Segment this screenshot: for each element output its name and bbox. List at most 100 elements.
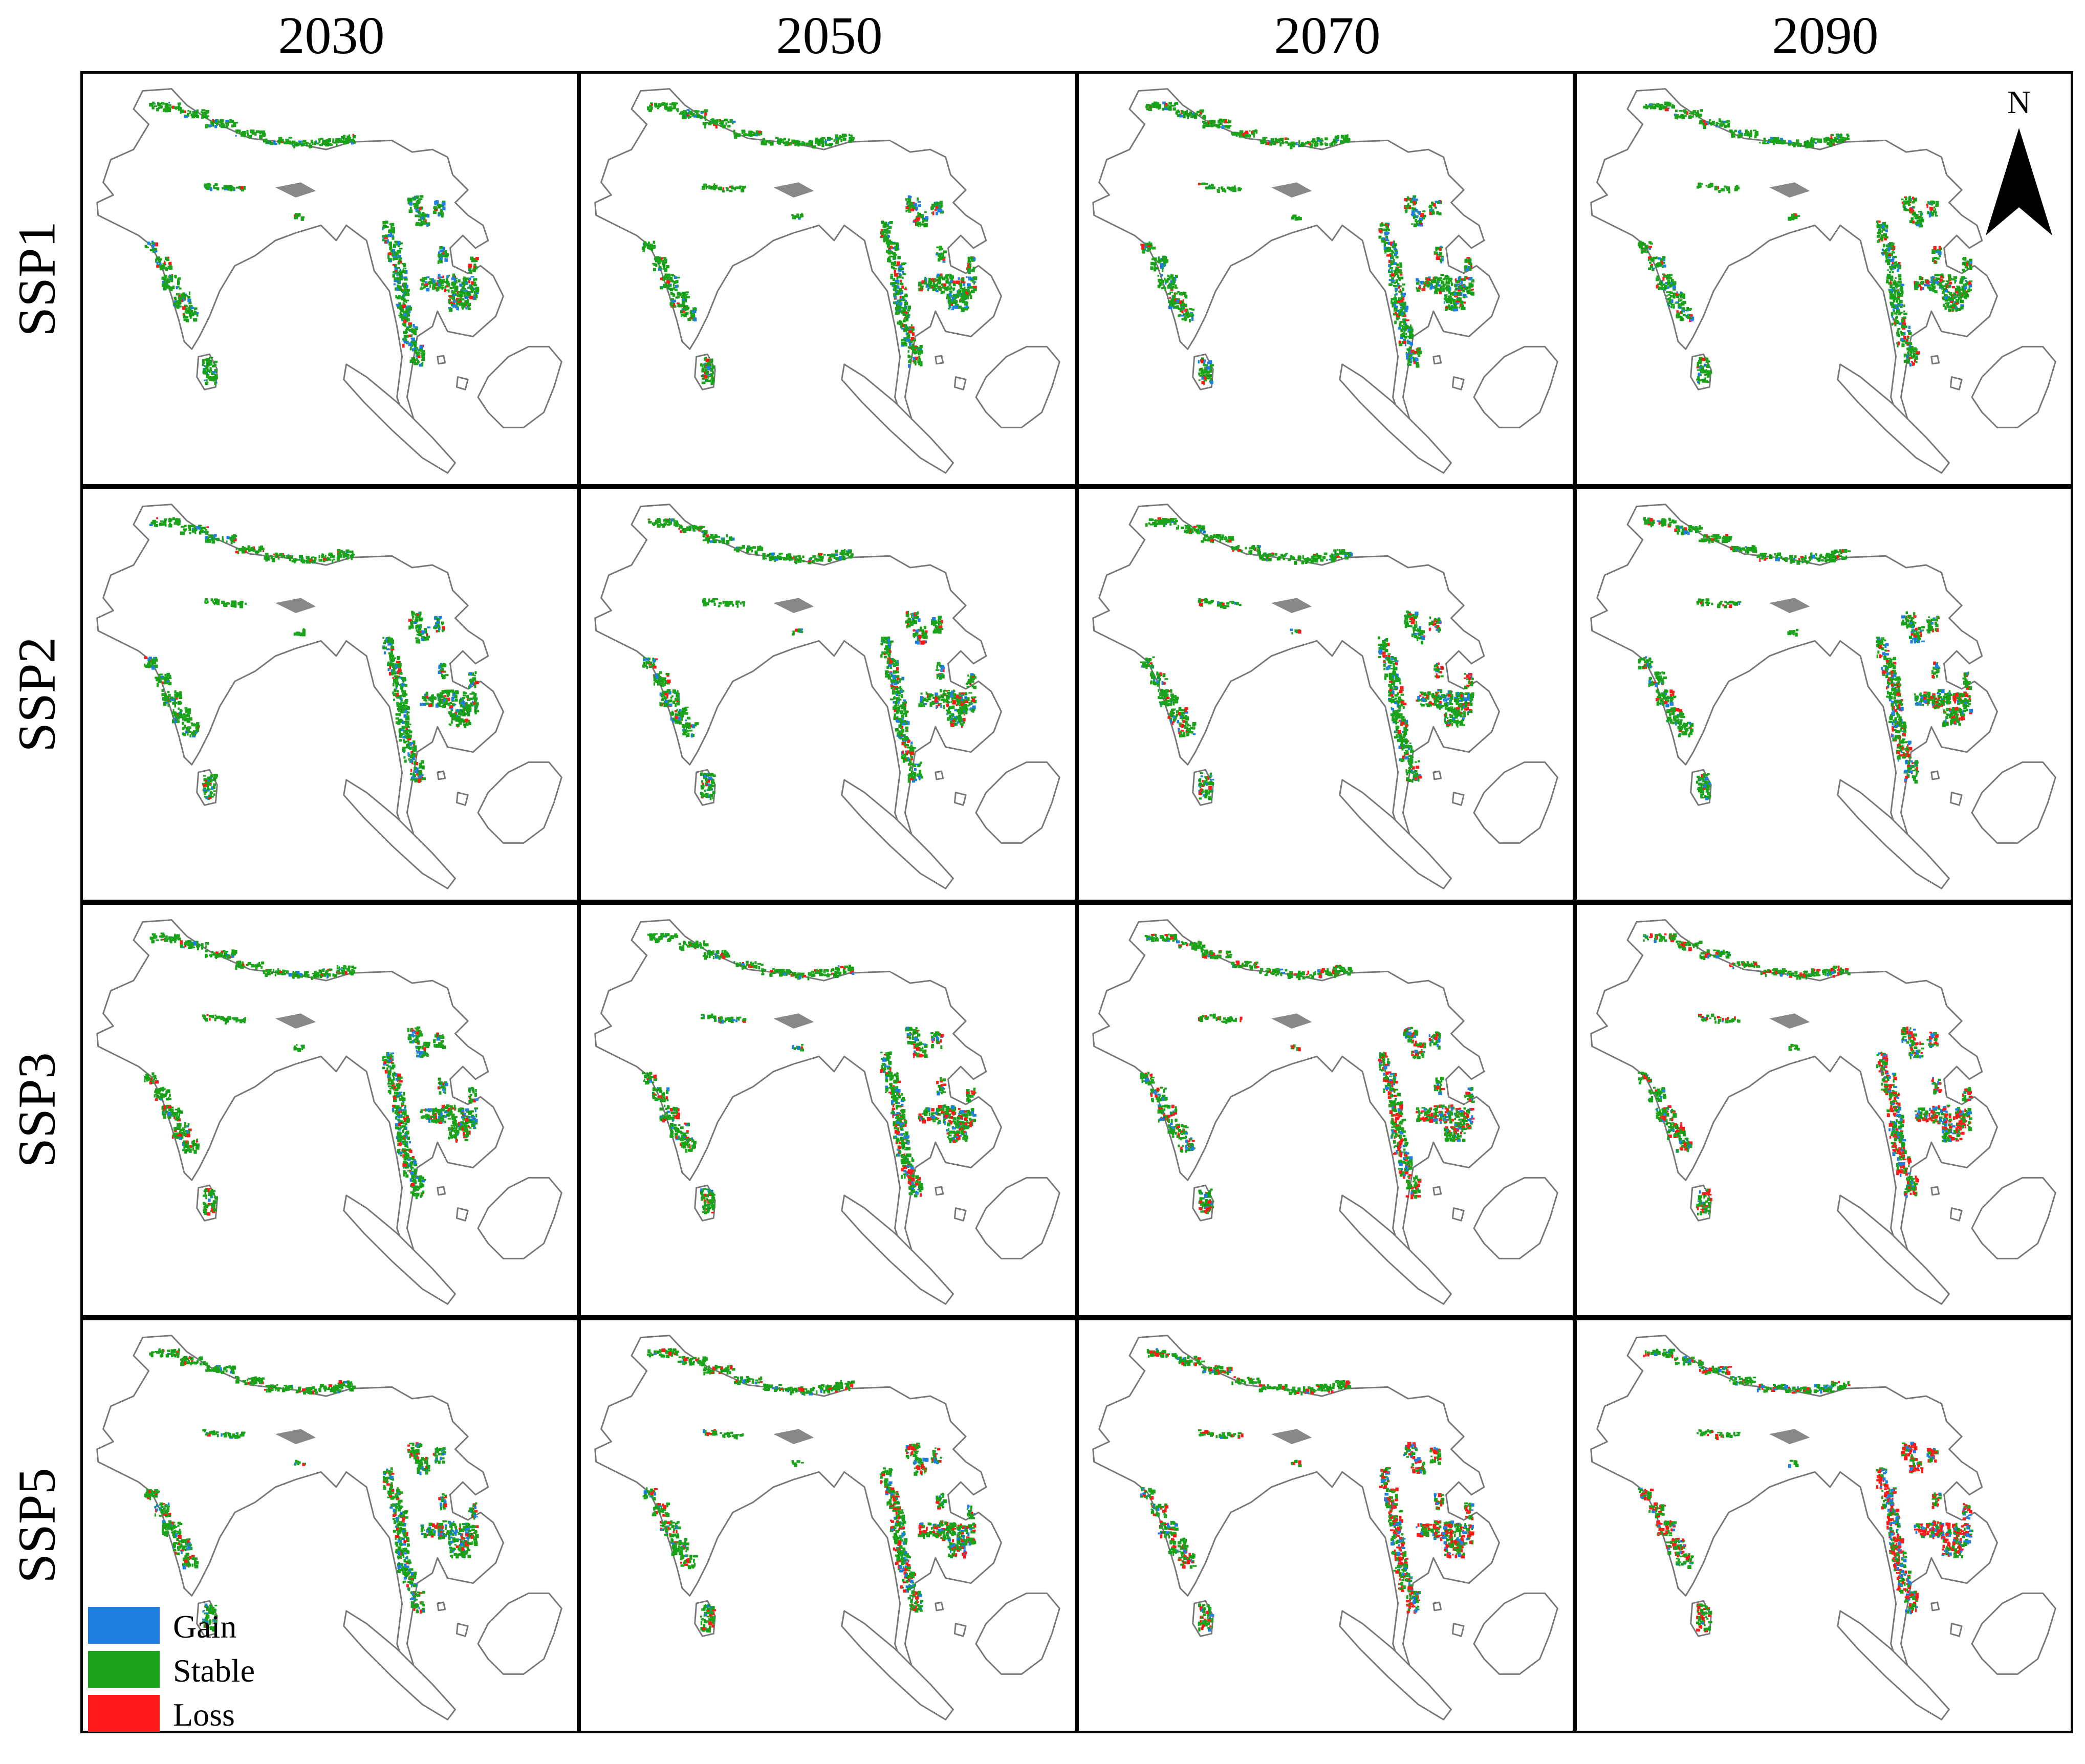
habitat-pixel [1929, 284, 1934, 286]
habitat-pixel [1823, 137, 1827, 140]
habitat-pixel [453, 299, 456, 303]
habitat-pixel [1701, 120, 1704, 123]
habitat-pixel [1399, 321, 1403, 323]
habitat-pixel [897, 255, 901, 259]
habitat-pixel [892, 282, 895, 285]
habitat-pixel [1431, 211, 1435, 215]
habitat-pixel [207, 186, 211, 188]
habitat-pixel [693, 317, 697, 322]
habitat-pixel [1442, 278, 1446, 280]
habitat-pixel [1679, 315, 1683, 318]
habitat-pixel [248, 135, 252, 139]
habitat-pixel [438, 278, 441, 282]
habitat-pixel [1387, 247, 1390, 250]
habitat-pixel [1400, 285, 1402, 288]
habitat-pixel [394, 264, 397, 268]
habitat-pixel [440, 281, 444, 285]
habitat-pixel [908, 330, 912, 333]
habitat-pixel [1264, 137, 1268, 139]
habitat-pixel [1298, 145, 1300, 147]
habitat-pixel [904, 288, 907, 290]
habitat-pixel [162, 102, 166, 105]
habitat-pixel [963, 283, 966, 286]
habitat-pixel [229, 119, 232, 121]
habitat-pixel [1816, 141, 1819, 143]
habitat-pixel [1312, 138, 1316, 142]
habitat-pixel [1172, 301, 1177, 305]
habitat-pixel [959, 282, 963, 287]
habitat-pixel [658, 268, 661, 271]
habitat-pixel [1930, 200, 1934, 204]
habitat-pixel [1894, 321, 1897, 325]
habitat-pixel [189, 312, 194, 315]
habitat-pixel [1404, 336, 1407, 339]
habitat-pixel [653, 241, 656, 244]
habitat-pixel [1885, 279, 1889, 284]
habitat-pixel [1280, 138, 1284, 141]
habitat-pixel [336, 143, 338, 147]
habitat-pixel [1912, 201, 1915, 204]
habitat-pixel [918, 359, 921, 363]
land-outline-island [1971, 345, 2056, 428]
habitat-pixel [1643, 105, 1646, 108]
habitat-pixel [1959, 281, 1963, 284]
habitat-pixel [1966, 260, 1969, 263]
habitat-pixel [402, 304, 406, 309]
habitat-pixel [189, 305, 193, 308]
delta-shading [275, 182, 316, 198]
habitat-pixel [442, 246, 445, 250]
habitat-pixel [1891, 312, 1894, 316]
habitat-pixel [463, 289, 465, 293]
habitat-pixel [1955, 308, 1958, 312]
habitat-pixel [177, 283, 180, 286]
habitat-pixel [1444, 287, 1447, 290]
habitat-pixel [1664, 285, 1668, 289]
habitat-pixel [1813, 138, 1816, 141]
habitat-pixel [1939, 278, 1943, 281]
habitat-pixel [906, 334, 910, 339]
habitat-pixel [1897, 330, 1899, 332]
habitat-pixel [1900, 312, 1902, 314]
habitat-pixel [193, 307, 198, 310]
habitat-pixel [1949, 281, 1952, 285]
habitat-pixel [1731, 135, 1733, 138]
habitat-pixel [1415, 219, 1418, 223]
habitat-pixel [205, 186, 209, 189]
habitat-pixel [1934, 257, 1938, 259]
habitat-pixel [928, 280, 932, 285]
habitat-pixel [642, 250, 645, 252]
habitat-pixel [904, 293, 908, 297]
habitat-pixel [801, 141, 805, 144]
habitat-pixel [1403, 321, 1406, 325]
habitat-pixel [1889, 271, 1892, 274]
habitat-pixel [439, 249, 443, 252]
habitat-pixel [194, 115, 197, 118]
habitat-pixel [906, 315, 909, 318]
habitat-pixel [1698, 381, 1700, 385]
habitat-pixel [658, 263, 661, 265]
habitat-pixel [791, 214, 794, 216]
habitat-pixel [472, 268, 476, 272]
habitat-pixel [402, 322, 407, 326]
habitat-pixel [941, 255, 944, 257]
habitat-pixel [812, 145, 816, 149]
map-svg [1590, 88, 2056, 474]
habitat-pixel [1946, 302, 1949, 306]
habitat-pixel [680, 315, 683, 317]
habitat-pixel [464, 280, 468, 283]
habitat-pixel [1408, 341, 1411, 344]
habitat-pixel [1147, 245, 1151, 247]
habitat-pixel [173, 296, 177, 299]
habitat-pixel [463, 278, 466, 281]
habitat-pixel [293, 145, 295, 147]
habitat-pixel [438, 258, 443, 263]
habitat-pixel [1898, 268, 1900, 272]
habitat-pixel [410, 334, 413, 337]
habitat-pixel [1172, 274, 1174, 277]
habitat-pixel [1225, 125, 1228, 127]
habitat-pixel [1878, 231, 1881, 235]
habitat-pixel [176, 301, 179, 304]
habitat-pixel [394, 279, 398, 282]
habitat-pixel [444, 254, 448, 258]
habitat-pixel [200, 111, 203, 114]
